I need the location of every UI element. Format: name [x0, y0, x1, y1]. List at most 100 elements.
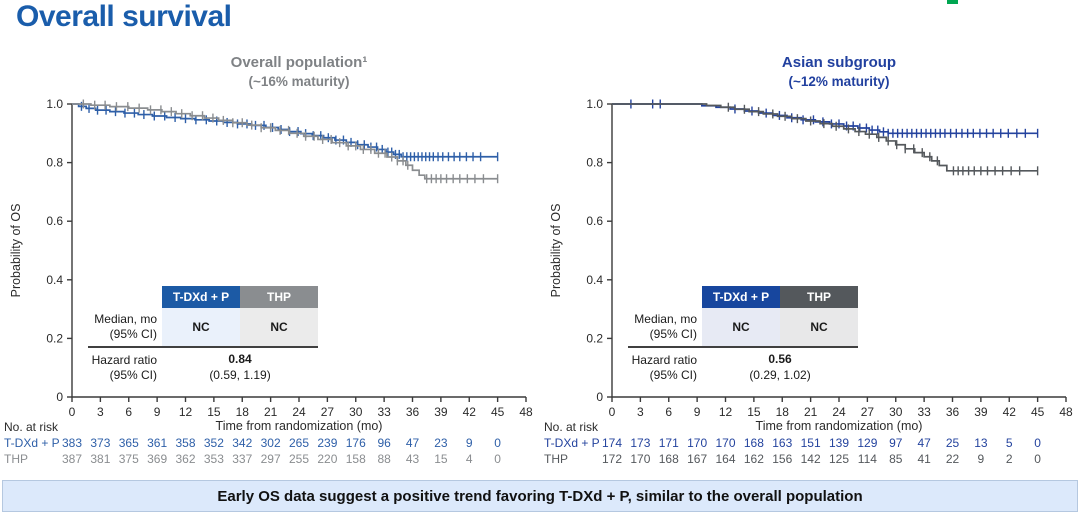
- svg-text:45: 45: [1031, 405, 1045, 419]
- at-risk-value: 352: [203, 436, 224, 450]
- km-panel-asian-subgroup: Asian subgroup (~12% maturity) 0 3 6 9 12 15 1…: [540, 50, 1080, 470]
- at-risk-value: 25: [945, 436, 960, 450]
- at-risk-value: 156: [772, 451, 793, 466]
- svg-text:0.4: 0.4: [46, 273, 63, 287]
- at-risk-value: 387: [61, 451, 83, 466]
- at-risk-value: 151: [800, 436, 821, 450]
- at-risk-value: 47: [405, 436, 420, 450]
- at-risk-label: No. at risk: [544, 420, 599, 434]
- axes: [67, 103, 527, 402]
- km-plot-overall-population: 0 3 6 9 12 15 18 21 24 27 30 33 36 39 42 45 4800.20.40.6…: [9, 97, 533, 419]
- median-value-tdxd: NC: [162, 308, 240, 346]
- svg-text:Probability of OS: Probability of OS: [9, 204, 23, 298]
- svg-text:1.0: 1.0: [586, 97, 603, 111]
- svg-text:18: 18: [776, 405, 790, 419]
- at-risk-value: 96: [377, 436, 391, 450]
- at-risk-table: T-DXd + P 383 373 365 361 358 352 342 302 265 239 1…: [0, 436, 540, 468]
- at-risk-value: 43: [405, 451, 420, 466]
- svg-text:0.6: 0.6: [586, 214, 603, 228]
- at-risk-value: 158: [345, 451, 366, 466]
- svg-text:30: 30: [889, 405, 903, 419]
- at-risk-value: 342: [232, 436, 253, 450]
- at-risk-value: 362: [175, 451, 196, 466]
- km-series-t-dxd-p: [612, 99, 1039, 138]
- stats-col-header-tdxd: T-DXd + P: [702, 286, 780, 308]
- at-risk-value: 174: [601, 436, 623, 450]
- stats-inset-table: T-DXd + P THP Median, mo (95% CI) NC NC …: [88, 286, 318, 388]
- svg-text:27: 27: [861, 405, 875, 419]
- at-risk-value: 220: [317, 451, 338, 466]
- at-risk-value: 23: [434, 436, 448, 450]
- brand-logo-fragment: [947, 0, 958, 4]
- km-series-thp: [612, 102, 1039, 176]
- at-risk-value: 125: [828, 451, 850, 466]
- chart-subtitle: (~16% maturity): [248, 74, 350, 89]
- at-risk-value: 22: [945, 451, 960, 466]
- at-risk-value: 163: [772, 436, 793, 450]
- at-risk-value: 129: [857, 436, 878, 450]
- stats-col-header-thp: THP: [780, 286, 858, 308]
- at-risk-series-name: THP: [544, 451, 568, 466]
- hazard-ratio-value: 0.84 (0.59, 1.19): [209, 352, 271, 382]
- svg-text:0.6: 0.6: [46, 214, 63, 228]
- stats-col-header-tdxd: T-DXd + P: [162, 286, 240, 308]
- svg-text:39: 39: [974, 405, 988, 419]
- at-risk-value: 375: [118, 451, 139, 466]
- svg-text:Probability of OS: Probability of OS: [549, 204, 563, 298]
- chart-title: Asian subgroup: [781, 54, 897, 71]
- stats-inset-table: T-DXd + P THP Median, mo (95% CI) NC NC …: [628, 286, 858, 388]
- x-axis-title: Time from randomization (mo): [215, 419, 383, 433]
- svg-text:3: 3: [97, 405, 104, 419]
- median-label: Median, mo (95% CI): [634, 312, 697, 341]
- svg-text:0.2: 0.2: [46, 331, 63, 345]
- svg-text:0.8: 0.8: [46, 156, 63, 170]
- stats-divider: [628, 346, 858, 348]
- svg-text:0: 0: [609, 405, 616, 419]
- at-risk-value: 337: [232, 451, 253, 466]
- at-risk-value: 381: [90, 451, 111, 466]
- km-series-thp: [72, 99, 499, 184]
- at-risk-row-t-dxd-p: T-DXd + P 383 373 365 361 358 352 342 302 265 239 1…: [0, 436, 540, 451]
- at-risk-value: 170: [715, 436, 736, 450]
- at-risk-value: 5: [1005, 436, 1013, 450]
- at-risk-value: 97: [889, 436, 903, 450]
- svg-text:0.2: 0.2: [586, 331, 603, 345]
- svg-text:24: 24: [292, 405, 306, 419]
- stats-header-spacer: [628, 286, 702, 308]
- svg-text:0.8: 0.8: [586, 156, 603, 170]
- at-risk-value: 9: [465, 436, 473, 450]
- chart-subtitle: (~12% maturity): [788, 74, 890, 89]
- km-plot-asian-subgroup: 0 3 6 9 12 15 18 21 24 27 30 33 36 39 42 45 4800.20.40.6…: [549, 97, 1073, 419]
- svg-text:15: 15: [207, 405, 221, 419]
- at-risk-value: 41: [917, 451, 931, 466]
- at-risk-value: 176: [345, 436, 366, 450]
- at-risk-value: 302: [260, 436, 281, 450]
- svg-text:1.0: 1.0: [46, 97, 63, 111]
- at-risk-series-name: T-DXd + P: [544, 436, 600, 450]
- svg-text:12: 12: [179, 405, 193, 419]
- svg-text:36: 36: [946, 405, 960, 419]
- svg-text:24: 24: [832, 405, 846, 419]
- median-label: Median, mo (95% CI): [94, 312, 157, 341]
- at-risk-value: 0: [494, 451, 501, 466]
- at-risk-value: 168: [658, 451, 679, 466]
- page-title: Overall survival: [16, 0, 232, 33]
- svg-text:27: 27: [321, 405, 335, 419]
- svg-text:42: 42: [1003, 405, 1017, 419]
- svg-text:12: 12: [719, 405, 733, 419]
- at-risk-value: 171: [658, 436, 679, 450]
- at-risk-value: 265: [288, 436, 310, 450]
- axes: [607, 103, 1067, 402]
- at-risk-value: 239: [317, 436, 338, 450]
- at-risk-value: 358: [175, 436, 196, 450]
- svg-text:6: 6: [125, 405, 132, 419]
- at-risk-series-name: THP: [4, 451, 28, 466]
- svg-text:9: 9: [694, 405, 701, 419]
- svg-text:45: 45: [491, 405, 505, 419]
- at-risk-value: 139: [828, 436, 850, 450]
- at-risk-value: 365: [118, 436, 139, 450]
- at-risk-value: 0: [494, 436, 501, 450]
- at-risk-series-name: T-DXd + P: [4, 436, 60, 450]
- hazard-ratio-label: Hazard ratio (95% CI): [91, 353, 157, 382]
- stats-header-spacer: [88, 286, 162, 308]
